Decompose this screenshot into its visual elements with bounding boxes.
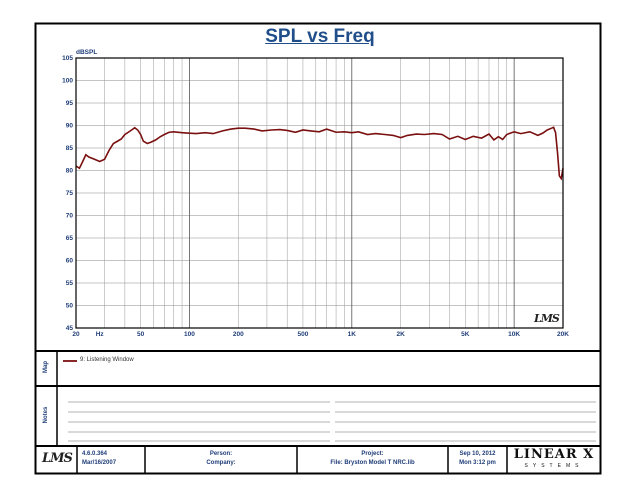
- linearx-brand-logo: LINEAR X: [513, 447, 595, 462]
- y-tick-label: 70: [66, 213, 74, 220]
- y-tick-label: 95: [66, 100, 74, 107]
- y-tick-label: 65: [66, 235, 74, 242]
- company-label: Company:: [206, 460, 236, 466]
- x-tick-label: 100: [184, 331, 195, 338]
- legend-entry-listening-window: 9: Listening Window: [80, 357, 134, 363]
- x-tick-label: 5K: [461, 331, 470, 338]
- footer-lms-logo: LMS: [42, 451, 73, 466]
- y-tick-label: 50: [66, 303, 74, 310]
- plot-watermark-logo: LMS: [534, 312, 560, 325]
- file-label: File: Bryston Model T NRC.lib: [330, 460, 415, 466]
- x-tick-label: 2K: [397, 331, 406, 338]
- y-axis-label: dBSPL: [76, 49, 97, 56]
- software-version-date: Mar/16/2007: [82, 460, 117, 466]
- x-tick-label: 200: [233, 331, 244, 338]
- y-tick-label: 105: [62, 55, 73, 62]
- software-version: 4.6.0.364: [82, 451, 108, 457]
- y-tick-label: 45: [66, 325, 74, 332]
- y-tick-label: 55: [66, 280, 74, 287]
- x-tick-labels: 20 Hz 50 100 200 500 1K 2K 5K 10K 20K: [72, 331, 569, 338]
- chart-title: SPL vs Freq: [265, 26, 375, 47]
- report-date: Sep 10, 2012: [459, 451, 496, 457]
- chart-grid: [75, 57, 564, 329]
- linearx-brand-sub: SYSTEMS: [524, 463, 584, 469]
- y-tick-label: 75: [66, 190, 74, 197]
- project-label: Project:: [361, 451, 384, 457]
- x-tick-label: 10K: [508, 331, 520, 338]
- series-line-listening-window: [75, 126, 564, 181]
- y-tick-labels: 45 50 55 60 65 70 75 80 85 90 95 100 105: [62, 55, 73, 332]
- y-tick-label: 90: [66, 123, 74, 130]
- notes-side-label: Notes: [43, 406, 49, 424]
- y-tick-label: 60: [66, 258, 74, 265]
- x-tick-label: 50: [137, 331, 145, 338]
- y-tick-label: 85: [66, 145, 74, 152]
- map-side-label: Map: [43, 361, 49, 373]
- report-time: Mon 3:12 pm: [459, 460, 496, 466]
- y-tick-label: 100: [62, 78, 73, 85]
- x-tick-label: 20K: [557, 331, 569, 338]
- x-tick-label: 500: [298, 331, 309, 338]
- x-tick-label: Hz: [96, 331, 105, 338]
- x-tick-label: 1K: [348, 331, 357, 338]
- y-tick-label: 80: [66, 168, 74, 175]
- person-label: Person:: [209, 451, 233, 457]
- x-tick-label: 20: [72, 331, 80, 338]
- plot-frame: [75, 57, 564, 329]
